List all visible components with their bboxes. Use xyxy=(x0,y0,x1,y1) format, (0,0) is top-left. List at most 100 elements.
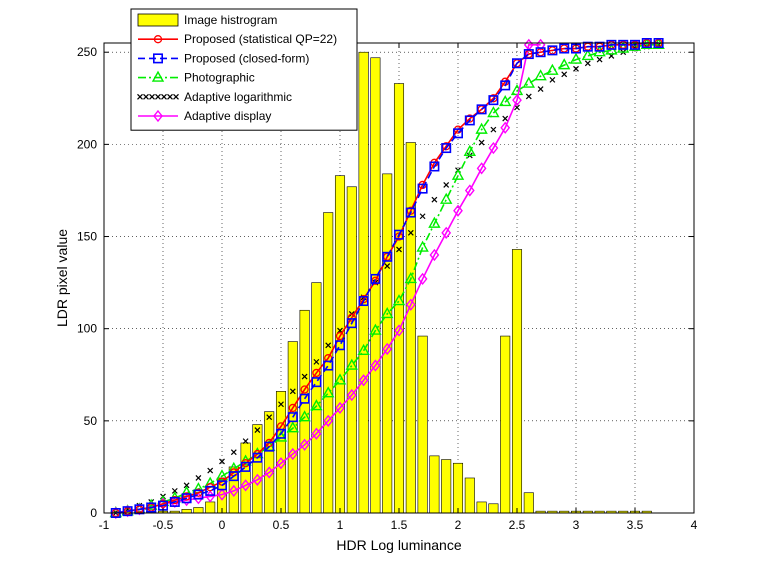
y-tick-label: 250 xyxy=(77,45,97,59)
point-marker-stroke xyxy=(384,263,391,269)
point-marker xyxy=(167,93,173,100)
point-marker xyxy=(252,473,263,486)
point-marker xyxy=(207,467,214,474)
point-marker xyxy=(313,358,320,365)
point-marker xyxy=(511,58,522,69)
point-marker xyxy=(322,386,335,398)
y-tick-label: 100 xyxy=(77,322,97,336)
point-marker-stroke xyxy=(431,196,438,203)
point-marker xyxy=(464,115,475,126)
point-marker xyxy=(286,421,299,433)
point-marker xyxy=(301,373,308,380)
legend-box xyxy=(130,8,358,131)
point-marker xyxy=(217,480,228,491)
point-marker xyxy=(537,86,544,93)
point-marker-stroke xyxy=(490,126,497,133)
y-tick-label: 0 xyxy=(90,506,97,520)
x-tick-label: -1 xyxy=(99,518,110,532)
point-marker xyxy=(392,294,406,306)
point-marker xyxy=(370,273,381,284)
histogram-bar xyxy=(181,509,192,514)
legend: Image histrogram Proposed (statistical QP… xyxy=(130,8,358,131)
point-marker-stroke xyxy=(137,93,143,100)
y-tick-label: 50 xyxy=(84,414,98,428)
point-marker xyxy=(594,41,605,52)
histogram-bar xyxy=(476,501,487,514)
x-tick-label: 0 xyxy=(219,518,226,532)
legend-label: Image histrogram xyxy=(184,13,277,27)
point-marker-stroke xyxy=(325,342,332,349)
point-marker xyxy=(573,65,579,72)
legend-item: Adaptive logarithmic xyxy=(137,90,292,104)
point-marker xyxy=(596,56,603,63)
point-marker xyxy=(171,487,178,494)
point-marker xyxy=(143,93,149,100)
histogram-bar xyxy=(311,282,322,514)
point-marker xyxy=(274,430,288,442)
point-marker xyxy=(561,71,568,78)
point-marker xyxy=(299,438,310,451)
point-marker-stroke xyxy=(537,86,544,93)
point-marker xyxy=(441,226,452,239)
point-marker xyxy=(215,469,229,481)
histogram-bar xyxy=(488,503,499,514)
point-marker xyxy=(417,183,428,194)
point-marker xyxy=(429,248,440,262)
point-marker xyxy=(335,401,345,415)
point-marker-stroke xyxy=(278,401,284,408)
point-marker-stroke xyxy=(219,458,225,465)
point-marker xyxy=(335,331,345,341)
point-marker xyxy=(278,401,284,408)
point-marker xyxy=(499,95,512,107)
point-marker xyxy=(405,207,416,218)
point-marker xyxy=(370,359,381,372)
point-marker xyxy=(559,43,570,54)
legend-label: Adaptive logarithmic xyxy=(184,90,292,104)
point-marker-stroke xyxy=(337,327,343,334)
point-marker xyxy=(323,414,334,427)
point-marker xyxy=(153,109,163,123)
point-marker-stroke xyxy=(584,60,591,67)
point-marker xyxy=(523,49,534,60)
point-marker-stroke xyxy=(195,475,202,481)
point-marker-stroke xyxy=(313,358,320,365)
point-marker xyxy=(606,39,617,50)
point-marker xyxy=(369,323,382,335)
point-marker xyxy=(230,449,237,456)
histogram-bar xyxy=(429,455,440,514)
point-marker xyxy=(149,93,155,100)
point-marker xyxy=(476,162,487,175)
point-marker xyxy=(416,240,429,252)
point-marker xyxy=(396,246,402,253)
point-marker xyxy=(264,441,275,452)
point-marker xyxy=(153,53,164,64)
legend-item: Proposed (closed-form) xyxy=(138,51,309,65)
point-marker xyxy=(275,428,286,439)
point-marker-stroke xyxy=(573,65,579,72)
point-marker xyxy=(181,493,192,504)
point-marker xyxy=(451,168,465,180)
x-tick-label: 1.5 xyxy=(391,518,408,532)
point-marker-stroke xyxy=(301,373,308,380)
histogram-bar xyxy=(405,142,416,514)
point-marker xyxy=(334,340,345,351)
point-marker xyxy=(183,482,190,489)
point-marker xyxy=(195,475,202,481)
point-marker xyxy=(173,93,179,100)
point-marker xyxy=(300,385,309,394)
point-marker xyxy=(475,122,488,134)
legend-item: Adaptive display xyxy=(138,109,271,123)
histogram-bar xyxy=(393,83,405,514)
point-marker xyxy=(488,95,499,106)
point-marker xyxy=(242,438,249,445)
point-marker xyxy=(219,458,225,465)
point-marker xyxy=(584,60,591,67)
point-marker xyxy=(264,466,275,479)
point-marker xyxy=(569,52,583,64)
point-marker xyxy=(407,229,414,236)
axis-ticks: -1 -0.5 0 0.5 1 1.5 2 2.5 3 3.5 4 0 50 100 150 200 250 xyxy=(77,43,698,532)
point-marker xyxy=(146,502,157,513)
histogram-bar xyxy=(452,462,464,514)
point-marker xyxy=(346,318,357,329)
point-marker-stroke xyxy=(525,93,532,100)
